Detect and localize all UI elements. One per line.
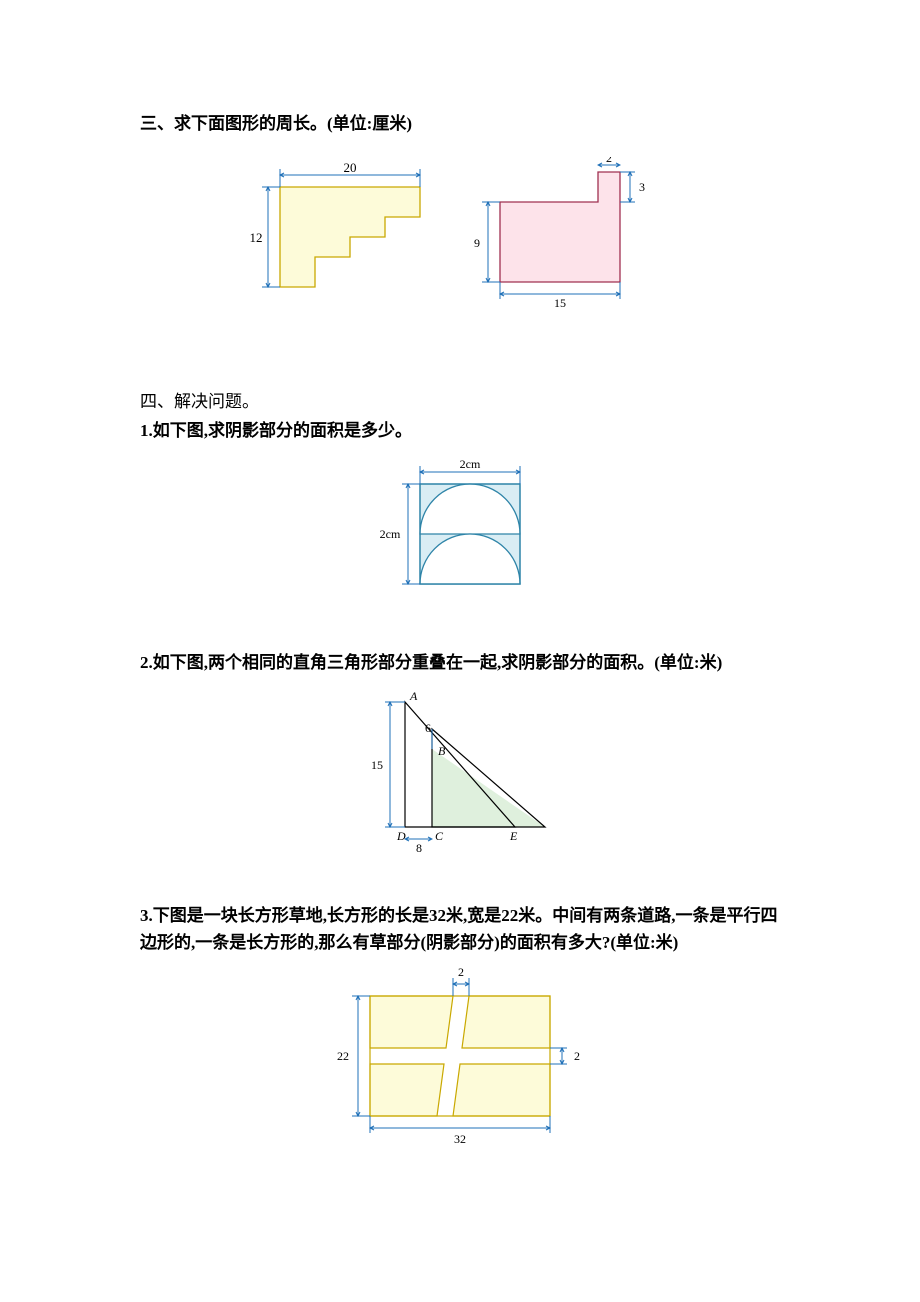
dim-15: 15	[371, 758, 383, 772]
dim-22: 22	[337, 1049, 349, 1063]
fig-notch: 2 3 9 15	[470, 157, 670, 317]
fig-q2: A B C D E 6 15 8	[335, 687, 585, 857]
section-4-title: 四、解决问题。	[140, 387, 780, 412]
lbl-C: C	[435, 829, 444, 843]
dim-20: 20	[344, 160, 357, 175]
fig-q3: 2 2 22 32	[325, 966, 595, 1156]
dim-12: 12	[250, 230, 263, 245]
q3: 3.下图是一块长方形草地,长方形的长是32米,宽是22米。中间有两条道路,一条是…	[140, 902, 780, 1161]
dim-9: 9	[474, 236, 480, 250]
fig-q1: 2cm 2cm	[375, 454, 545, 604]
lbl-D: D	[396, 829, 406, 843]
fig-staircase: 20 12	[250, 157, 440, 307]
q1-text: 1.如下图,求阴影部分的面积是多少。	[140, 417, 780, 444]
dim-15: 15	[554, 296, 566, 310]
dim-2: 2	[606, 157, 612, 165]
dim-3: 3	[639, 180, 645, 194]
lbl-E: E	[509, 829, 518, 843]
dim-32: 32	[454, 1132, 466, 1146]
dim-top2: 2	[458, 966, 464, 979]
dim-2cm-w: 2cm	[460, 457, 481, 471]
q2: 2.如下图,两个相同的直角三角形部分重叠在一起,求阴影部分的面积。(单位:米)	[140, 649, 780, 861]
dim-6: 6	[425, 721, 431, 735]
lbl-B: B	[438, 744, 446, 758]
section-3: 三、求下面图形的周长。(单位:厘米) 20	[140, 110, 780, 317]
q1: 1.如下图,求阴影部分的面积是多少。	[140, 417, 780, 609]
section-3-title: 三、求下面图形的周长。(单位:厘米)	[140, 110, 780, 137]
dim-right2: 2	[574, 1049, 580, 1063]
dim-8: 8	[416, 841, 422, 855]
q3-text: 3.下图是一块长方形草地,长方形的长是32米,宽是22米。中间有两条道路,一条是…	[140, 902, 780, 956]
section-3-figs: 20 12	[140, 157, 780, 317]
lbl-A: A	[409, 689, 418, 703]
section-4: 四、解决问题。 1.如下图,求阴影部分的面积是多少。	[140, 387, 780, 1161]
q2-text: 2.如下图,两个相同的直角三角形部分重叠在一起,求阴影部分的面积。(单位:米)	[140, 649, 780, 676]
dim-2cm-h: 2cm	[380, 527, 401, 541]
